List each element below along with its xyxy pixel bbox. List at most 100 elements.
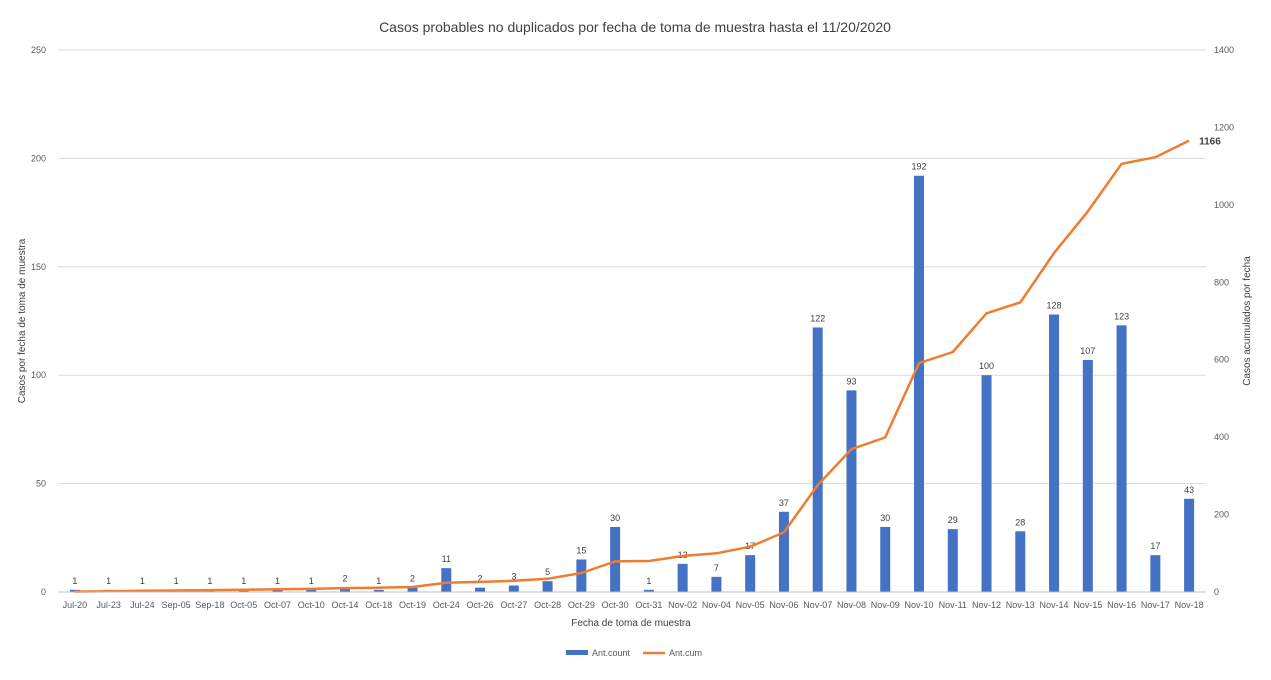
x-tick-label: Oct-14	[331, 600, 358, 610]
bar-data-label: 1	[275, 576, 280, 586]
bar-data-label: 15	[576, 545, 586, 555]
x-tick-label: Nov-16	[1107, 600, 1136, 610]
bar-data-label: 93	[846, 376, 856, 386]
x-tick-label: Nov-12	[972, 600, 1001, 610]
x-tick-label: Nov-15	[1073, 600, 1102, 610]
bar-data-label: 11	[442, 554, 451, 564]
x-tick-label: Sep-18	[195, 600, 224, 610]
bar-data-label: 28	[1015, 517, 1025, 527]
x-tick-label: Oct-26	[467, 600, 494, 610]
bar-data-label: 107	[1080, 346, 1095, 356]
bar	[475, 587, 486, 592]
bar	[711, 576, 722, 592]
y2-tick-label: 0	[1214, 587, 1219, 597]
x-tick-label: Oct-29	[568, 600, 595, 610]
cumulative-line	[74, 139, 1190, 593]
x-tick-label: Jul-24	[130, 600, 155, 610]
x-tick-label: Oct-31	[635, 600, 662, 610]
x-tick-label: Nov-04	[702, 600, 731, 610]
bar-data-label: 1	[376, 576, 381, 586]
line-end-label: 1166	[1199, 137, 1221, 148]
bar	[1015, 531, 1026, 592]
x-tick-label: Oct-24	[433, 600, 460, 610]
x-tick-label: Oct-05	[230, 600, 257, 610]
bar	[1049, 314, 1060, 592]
bar-data-label: 17	[1150, 541, 1160, 551]
x-tick-label: Oct-30	[602, 600, 629, 610]
x-tick-label: Oct-28	[534, 600, 561, 610]
bar	[643, 589, 654, 592]
x-tick-label: Oct-07	[264, 600, 291, 610]
bar-data-label: 1	[646, 576, 651, 586]
bar	[542, 581, 553, 592]
x-tick-label: Oct-18	[365, 600, 392, 610]
bar-data-label: 1	[106, 576, 111, 586]
x-tick-label: Oct-10	[298, 600, 325, 610]
bar-data-label: 192	[911, 162, 926, 172]
bar	[610, 526, 621, 592]
bar-data-label: 1	[241, 576, 246, 586]
x-tick-label: Oct-27	[500, 600, 527, 610]
bar	[745, 555, 756, 592]
bar-data-label: 122	[810, 314, 825, 324]
bar	[812, 327, 823, 592]
x-tick-label: Nov-09	[871, 600, 900, 610]
x-tick-label: Nov-05	[736, 600, 765, 610]
x-axis-label: Fecha de toma de muestra	[571, 618, 691, 629]
y-axis-right: 0 200 400 600 800 1000 1200 1400	[1214, 45, 1234, 597]
x-tick-label: Nov-17	[1141, 600, 1170, 610]
gridlines	[58, 49, 1206, 593]
bar	[677, 563, 688, 592]
x-tick-label: Jul-23	[96, 600, 121, 610]
x-tick-label: Nov-02	[668, 600, 697, 610]
y-tick-label: 250	[31, 45, 46, 55]
bar-data-label: 123	[1114, 311, 1129, 321]
x-tick-label: Nov-10	[904, 600, 933, 610]
bar-data-label: 7	[714, 563, 719, 573]
y2-tick-label: 1000	[1214, 200, 1234, 210]
bar-series	[69, 175, 1195, 592]
bar-data-label: 128	[1047, 300, 1062, 310]
bar	[981, 375, 992, 592]
legend-swatch-ant-count	[566, 650, 588, 655]
bar-data-label: 43	[1184, 485, 1194, 495]
bar	[914, 175, 924, 592]
bar-data-label: 37	[779, 498, 789, 508]
bar-data-label: 1	[72, 576, 77, 586]
y-tick-label: 100	[31, 370, 46, 380]
bar	[778, 511, 789, 592]
bar	[407, 587, 418, 592]
bar-data-label: 3	[511, 571, 516, 581]
x-tick-label: Nov-08	[837, 600, 866, 610]
y2-tick-label: 800	[1214, 277, 1229, 287]
legend-label-ant-cum: Ant.cum	[669, 648, 702, 658]
chart-title: Casos probables no duplicados por fecha …	[379, 19, 891, 35]
y2-tick-label: 400	[1214, 432, 1229, 442]
y2-axis-label: Casos acumulados por fecha	[1242, 256, 1253, 386]
y2-tick-label: 1400	[1214, 45, 1234, 55]
bar	[1150, 555, 1161, 592]
bar	[1184, 498, 1195, 592]
bar	[69, 589, 80, 592]
y-axis-label: Casos por fecha de toma de muestra	[17, 238, 28, 403]
bar	[576, 559, 587, 592]
bar	[340, 587, 350, 592]
bar	[272, 589, 283, 592]
bar-data-label: 1	[140, 576, 145, 586]
y2-tick-label: 200	[1214, 510, 1229, 520]
bar-data-label: 100	[979, 361, 994, 371]
bar-data-label: 5	[545, 567, 550, 577]
x-tick-label: Oct-19	[399, 600, 426, 610]
bar	[846, 390, 857, 592]
bar	[1082, 360, 1093, 592]
x-tick-label: Nov-14	[1040, 600, 1069, 610]
bar-data-label: 1	[174, 576, 179, 586]
y-tick-label: 50	[36, 479, 46, 489]
bar-data-label: 2	[342, 574, 347, 584]
bar	[1116, 325, 1127, 592]
bar	[947, 529, 958, 592]
x-tick-label: Sep-05	[162, 600, 191, 610]
bar-data-label: 30	[610, 513, 620, 523]
